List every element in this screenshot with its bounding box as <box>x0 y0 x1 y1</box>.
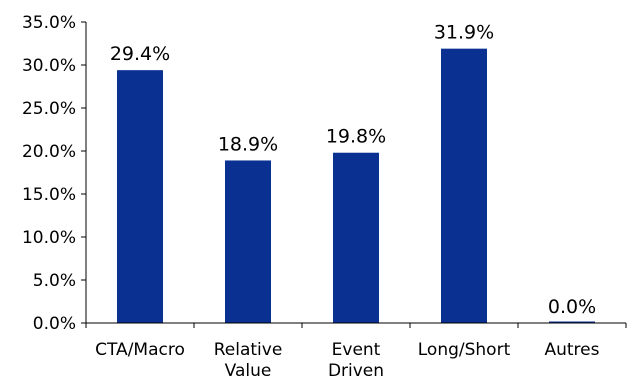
x-axis: CTA/Macro Relative Value Event Driven Long/Sh… <box>85 322 627 378</box>
bar <box>117 70 163 323</box>
x-category-label-line: Autres <box>544 340 599 360</box>
y-tick-label: 30.0% <box>22 56 76 76</box>
y-axis: 0.0% 5.0% 10.0% 15.0% 20.0% 25.0% 30.0% 35.0% <box>22 13 87 334</box>
x-category-label-line: Long/Short <box>418 340 511 360</box>
x-category-label: Autres <box>544 340 599 360</box>
x-category-label: Relative Value <box>214 340 283 378</box>
data-label: 29.4% <box>110 43 170 65</box>
x-category-label-line: Driven <box>328 361 384 378</box>
x-category-label-line: Event <box>332 340 381 360</box>
x-category-label: Event Driven <box>328 340 384 378</box>
data-label: 31.9% <box>434 22 494 44</box>
data-label: 18.9% <box>218 133 278 155</box>
y-tick-label: 10.0% <box>22 228 76 248</box>
x-category-label: CTA/Macro <box>95 340 185 360</box>
x-category-label-line: CTA/Macro <box>95 340 185 360</box>
data-label: 19.8% <box>326 126 386 148</box>
bar-series <box>117 48 595 323</box>
y-tick-label: 5.0% <box>33 271 76 291</box>
y-tick-label: 15.0% <box>22 185 76 205</box>
y-tick-label: 0.0% <box>33 314 76 334</box>
data-label: 0.0% <box>548 296 596 318</box>
bar <box>333 152 379 323</box>
x-category-label-line: Relative <box>214 340 283 360</box>
bar <box>549 321 595 323</box>
y-tick-label: 35.0% <box>22 13 76 33</box>
x-category-label-line: Value <box>225 361 272 378</box>
bar <box>441 48 487 323</box>
y-tick-label: 20.0% <box>22 142 76 162</box>
bar <box>225 160 271 323</box>
x-category-label: Long/Short <box>418 340 511 360</box>
y-tick-label: 25.0% <box>22 99 76 119</box>
data-labels: 29.4% 18.9% 19.8% 31.9% 0.0% <box>110 22 596 318</box>
